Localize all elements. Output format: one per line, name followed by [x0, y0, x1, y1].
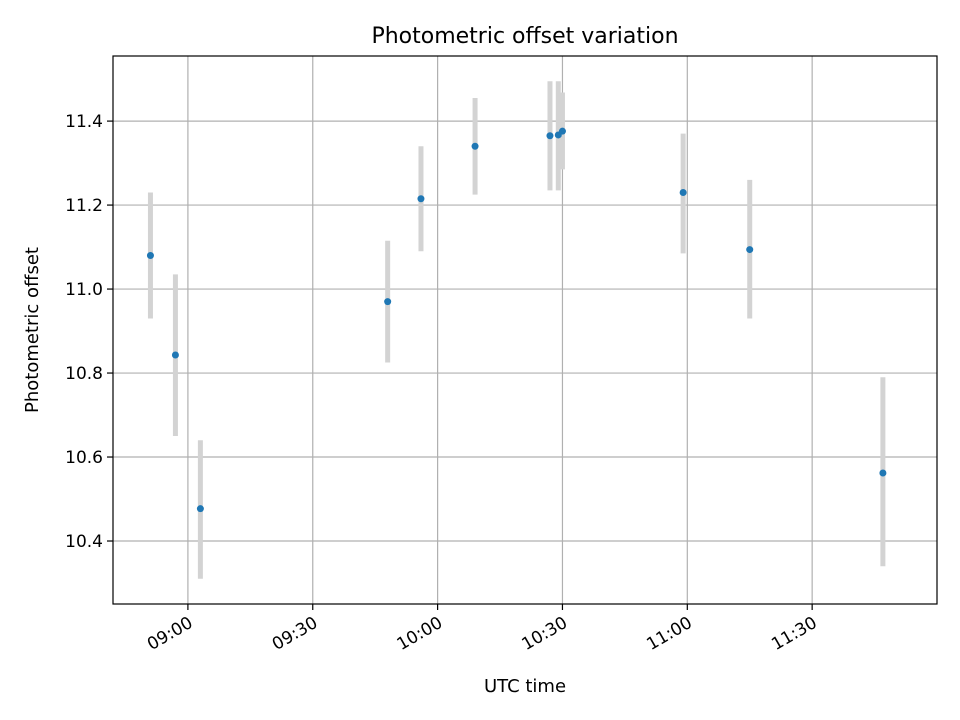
x-tick-label: 11:00 — [643, 613, 695, 655]
data-point — [384, 298, 392, 306]
data-point — [196, 505, 204, 513]
x-tick-label: 10:00 — [394, 613, 446, 655]
data-point — [746, 246, 754, 254]
axis-ticks: 09:00 09:30 10:00 10:30 11:00 11:30 10.4 10.6 10… — [65, 112, 821, 655]
data-point — [171, 351, 179, 359]
y-tick-label: 10.8 — [65, 364, 103, 384]
y-tick-label: 11.2 — [65, 196, 103, 216]
y-tick-label: 10.4 — [65, 532, 103, 552]
y-tick-label: 11.4 — [65, 112, 103, 132]
data-point — [146, 251, 154, 259]
data-point — [546, 132, 554, 140]
plot-frame — [112, 55, 938, 605]
data-points — [146, 127, 887, 513]
chart-title: Photometric offset variation — [371, 24, 678, 49]
y-axis-label: Photometric offset — [22, 247, 43, 413]
x-tick-label: 09:00 — [144, 613, 196, 655]
grid — [113, 56, 937, 604]
data-point — [417, 195, 425, 203]
x-tick-label: 11:30 — [768, 613, 820, 655]
y-tick-label: 11.0 — [65, 280, 103, 300]
data-point — [679, 188, 687, 196]
y-tick-label: 10.6 — [65, 448, 103, 468]
x-tick-label: 09:30 — [269, 613, 321, 655]
data-point — [879, 469, 887, 477]
x-axis-label: UTC time — [484, 676, 566, 697]
error-bars — [147, 81, 886, 579]
data-point — [471, 142, 479, 150]
x-tick-label: 10:30 — [519, 613, 571, 655]
data-point — [558, 127, 566, 135]
